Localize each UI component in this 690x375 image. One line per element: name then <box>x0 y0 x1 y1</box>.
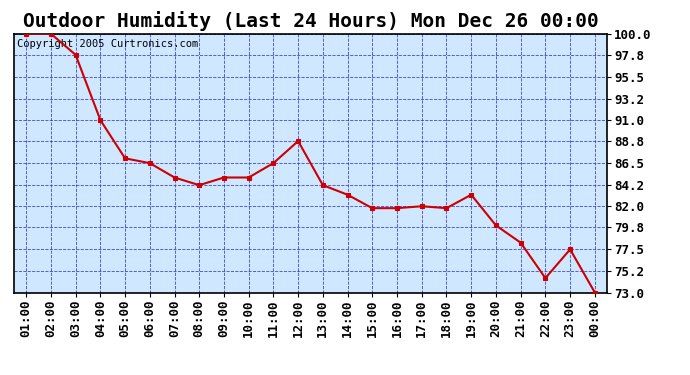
Text: Copyright 2005 Curtronics.com: Copyright 2005 Curtronics.com <box>17 39 198 49</box>
Title: Outdoor Humidity (Last 24 Hours) Mon Dec 26 00:00: Outdoor Humidity (Last 24 Hours) Mon Dec… <box>23 11 598 31</box>
